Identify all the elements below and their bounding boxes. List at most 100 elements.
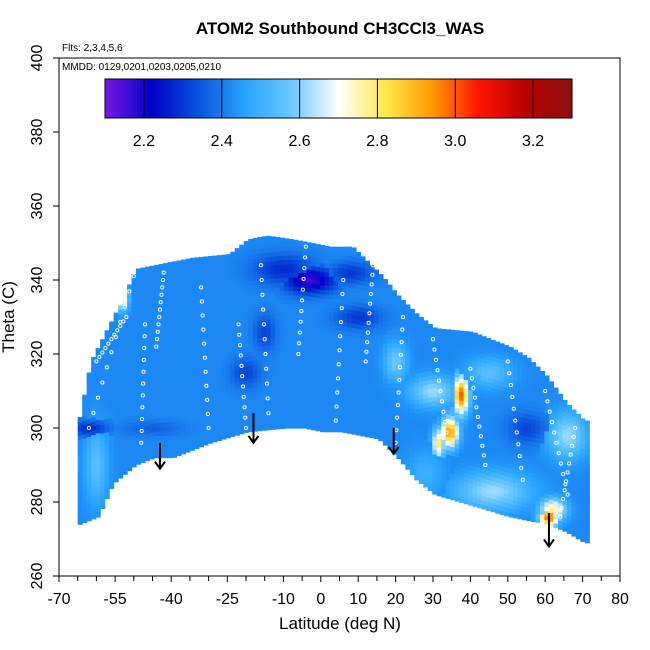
field-cell	[167, 404, 173, 410]
field-cell	[149, 409, 155, 415]
field-cell	[86, 511, 92, 517]
field-cell	[360, 364, 366, 370]
field-cell	[400, 401, 406, 407]
field-cell	[329, 347, 335, 353]
field-cell	[162, 364, 169, 370]
field-cell	[338, 334, 344, 340]
field-cell	[180, 289, 187, 295]
field-cell	[185, 372, 191, 378]
field-cell	[82, 415, 88, 421]
field-cell	[118, 366, 124, 372]
field-cell	[243, 356, 249, 362]
field-cell	[396, 422, 402, 429]
field-cell	[176, 362, 182, 368]
y-tick-label: 380	[29, 119, 46, 146]
field-cell	[194, 404, 200, 410]
field-cell	[575, 423, 581, 429]
field-cell	[167, 306, 173, 312]
field-cell	[463, 472, 469, 478]
field-cell	[149, 325, 155, 331]
sample-point	[475, 414, 480, 419]
field-cell	[477, 396, 483, 402]
field-cell	[571, 513, 577, 519]
field-cell	[463, 445, 469, 452]
sample-point	[567, 461, 572, 466]
field-cell	[86, 449, 92, 455]
field-cell	[131, 453, 137, 459]
field-cell	[82, 473, 88, 479]
field-cell	[441, 421, 447, 427]
field-cell	[100, 384, 106, 390]
field-cell	[257, 301, 263, 307]
field-cell	[306, 309, 312, 315]
field-cell	[324, 316, 330, 322]
field-cell	[189, 325, 195, 331]
field-cell	[508, 445, 514, 451]
field-cell	[131, 400, 137, 406]
field-cell	[351, 327, 357, 333]
sample-point	[333, 418, 338, 423]
field-cell	[495, 357, 501, 363]
field-cell	[364, 383, 371, 389]
field-cell	[580, 439, 586, 445]
field-cell	[153, 284, 160, 290]
field-cell	[275, 282, 281, 288]
field-cell	[382, 351, 388, 357]
field-cell	[580, 474, 586, 480]
field-cell	[432, 378, 438, 384]
field-cell	[364, 374, 371, 380]
field-cell	[468, 367, 474, 373]
field-cell	[351, 358, 357, 364]
field-cell	[338, 311, 344, 317]
field-cell	[468, 371, 474, 377]
sample-point	[240, 374, 245, 379]
field-cell	[131, 449, 137, 455]
field-cell	[329, 325, 335, 331]
field-cell	[239, 269, 245, 275]
field-cell	[113, 410, 119, 416]
field-cell	[149, 267, 155, 273]
field-cell	[566, 440, 572, 446]
field-cell	[279, 423, 285, 429]
field-cell	[225, 322, 231, 328]
field-cell	[243, 299, 249, 305]
field-cell	[382, 285, 388, 291]
field-cell	[405, 411, 411, 417]
field-cell	[91, 492, 97, 498]
field-cell	[275, 393, 281, 399]
field-cell	[373, 336, 379, 342]
field-cell	[387, 422, 393, 428]
field-cell	[216, 284, 222, 290]
field-cell	[477, 494, 483, 500]
field-cell	[77, 453, 83, 459]
field-cell	[418, 452, 424, 458]
field-cell	[293, 414, 299, 420]
sample-point	[263, 351, 268, 357]
field-cell	[176, 291, 182, 297]
field-cell	[441, 346, 447, 352]
field-cell	[207, 376, 213, 382]
field-cell	[418, 416, 424, 422]
field-cell	[544, 510, 550, 516]
field-cell	[373, 278, 379, 284]
field-cell	[136, 393, 142, 399]
field-cell	[180, 324, 187, 331]
field-cell	[248, 253, 254, 259]
field-cell	[118, 398, 124, 404]
field-cell	[324, 396, 330, 402]
field-cell	[513, 389, 519, 395]
field-cell	[261, 314, 267, 320]
field-cell	[109, 439, 115, 445]
field-cell	[454, 336, 460, 342]
field-cell	[270, 287, 276, 293]
field-cell	[77, 479, 83, 485]
field-cell	[252, 248, 258, 255]
field-cell	[91, 398, 97, 405]
field-cell	[351, 420, 357, 426]
field-cell	[140, 377, 146, 384]
field-cell	[369, 344, 375, 350]
field-cell	[396, 298, 402, 304]
sample-point	[240, 384, 246, 389]
field-cell	[414, 391, 420, 397]
field-cell	[149, 387, 155, 393]
